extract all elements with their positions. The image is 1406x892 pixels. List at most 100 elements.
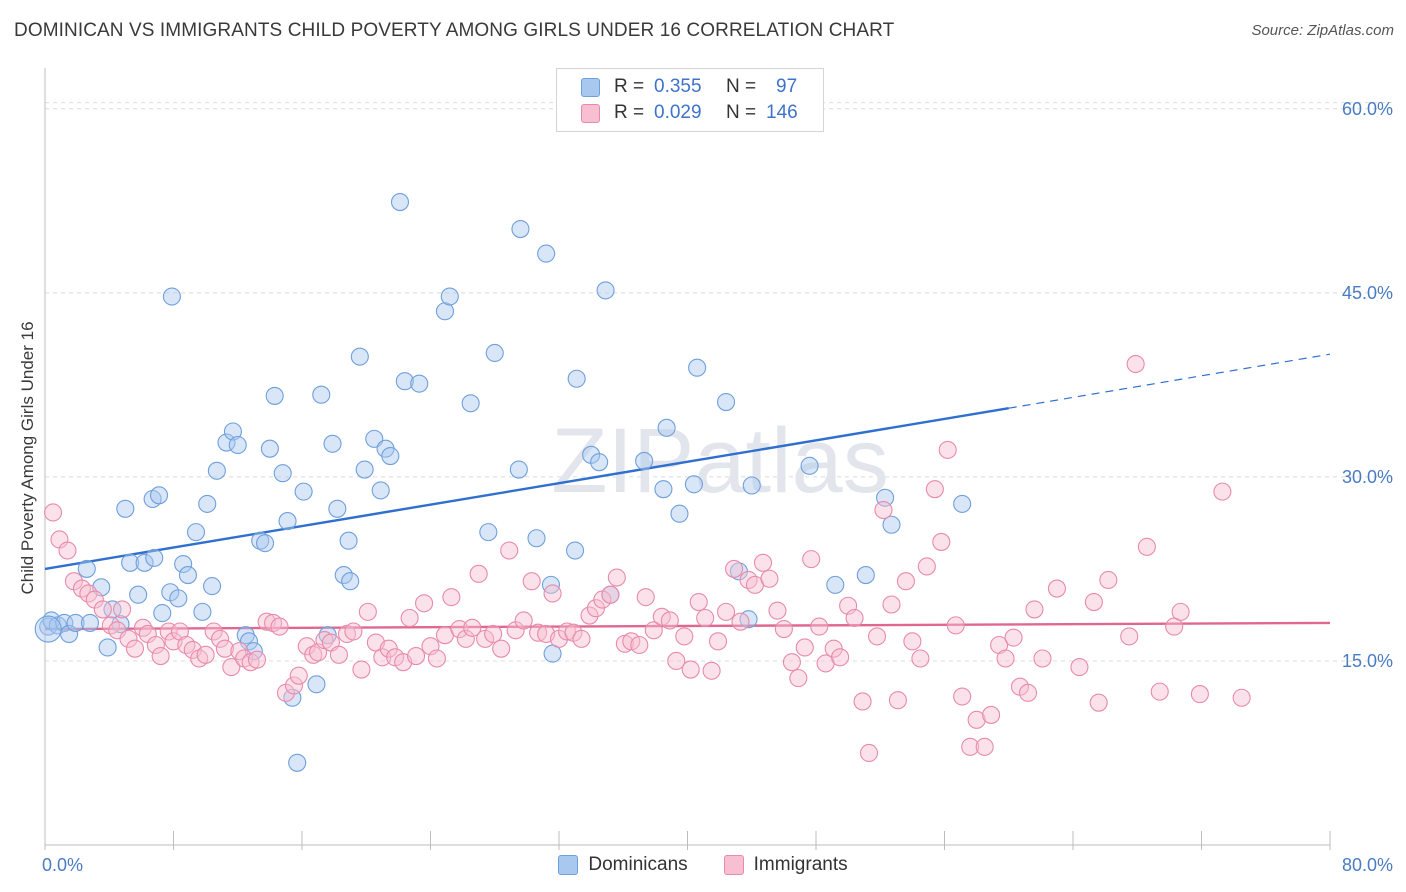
point-immigrants bbox=[932, 532, 951, 551]
point-dominicans bbox=[635, 451, 654, 471]
point-immigrants bbox=[284, 676, 304, 695]
point-dominicans bbox=[162, 287, 181, 306]
point-dominicans bbox=[339, 531, 358, 550]
point-immigrants bbox=[831, 648, 850, 667]
point-immigrants bbox=[967, 710, 986, 729]
point-immigrants bbox=[1150, 682, 1169, 701]
point-immigrants bbox=[708, 632, 728, 651]
point-dominicans bbox=[149, 486, 169, 505]
point-immigrants bbox=[938, 440, 957, 459]
legend-label: Dominicans bbox=[588, 854, 688, 875]
point-immigrants bbox=[456, 629, 475, 648]
point-immigrants bbox=[204, 622, 223, 641]
point-dominicans bbox=[953, 494, 972, 513]
point-immigrants bbox=[975, 737, 994, 756]
point-dominicans bbox=[328, 499, 347, 518]
legend-label: Immigrants bbox=[753, 854, 848, 875]
point-immigrants bbox=[146, 635, 165, 655]
point-immigrants bbox=[58, 541, 77, 560]
point-immigrants bbox=[689, 593, 708, 612]
point-immigrants bbox=[867, 627, 887, 646]
point-immigrants bbox=[484, 624, 503, 644]
n-label: N = bbox=[726, 102, 757, 123]
point-immigrants bbox=[1126, 354, 1145, 374]
point-immigrants bbox=[1089, 693, 1108, 712]
point-immigrants bbox=[1171, 602, 1190, 621]
x-tick-label-max: 80.0% bbox=[1342, 855, 1393, 875]
point-immigrants bbox=[270, 617, 289, 636]
point-immigrants bbox=[1070, 658, 1089, 677]
point-immigrants bbox=[406, 646, 426, 666]
point-dominicans bbox=[742, 476, 761, 495]
r-label: R = bbox=[614, 76, 645, 97]
point-immigrants bbox=[888, 691, 907, 710]
point-dominicans bbox=[800, 456, 819, 475]
point-immigrants bbox=[731, 612, 750, 631]
point-immigrants bbox=[716, 602, 736, 621]
point-immigrants bbox=[725, 559, 744, 578]
point-dominicans bbox=[169, 589, 188, 608]
n-value: 146 bbox=[766, 102, 798, 123]
point-immigrants bbox=[702, 661, 721, 680]
point-immigrants bbox=[543, 584, 562, 603]
point-dominicans bbox=[590, 453, 609, 472]
point-dominicans bbox=[350, 347, 369, 366]
point-immigrants bbox=[795, 638, 814, 657]
point-dominicans bbox=[66, 613, 85, 632]
point-dominicans bbox=[395, 372, 414, 391]
point-dominicans bbox=[80, 613, 100, 632]
point-immigrants bbox=[961, 737, 980, 756]
point-dominicans bbox=[273, 464, 292, 483]
point-immigrants bbox=[760, 569, 779, 588]
point-immigrants bbox=[753, 553, 773, 572]
point-immigrants bbox=[1004, 628, 1023, 647]
r-value: 0.355 bbox=[654, 76, 702, 97]
point-dominicans bbox=[826, 575, 845, 594]
point-immigrants bbox=[427, 649, 446, 668]
legend-swatch-dominicans bbox=[558, 855, 579, 875]
point-dominicans bbox=[312, 385, 331, 404]
point-immigrants bbox=[415, 594, 434, 613]
y-tick-label: 45.0% bbox=[1342, 283, 1393, 303]
point-dominicans bbox=[198, 494, 217, 513]
point-immigrants bbox=[43, 503, 63, 522]
point-immigrants bbox=[882, 595, 901, 614]
point-immigrants bbox=[133, 618, 153, 637]
point-immigrants bbox=[896, 572, 916, 591]
data-points bbox=[34, 193, 1251, 772]
point-dominicans bbox=[856, 566, 875, 585]
point-immigrants bbox=[125, 639, 144, 658]
point-dominicans bbox=[103, 600, 122, 619]
point-immigrants bbox=[1232, 688, 1251, 707]
n-label: N = bbox=[726, 76, 757, 97]
source-label: Source: ZipAtlas.com bbox=[1251, 22, 1394, 39]
point-dominicans bbox=[654, 480, 673, 499]
legend-item-dominicans[interactable]: Dominicans bbox=[558, 854, 688, 876]
point-immigrants bbox=[450, 620, 469, 639]
point-immigrants bbox=[1137, 537, 1156, 556]
point-dominicans bbox=[390, 193, 410, 212]
point-immigrants bbox=[93, 600, 112, 619]
point-immigrants bbox=[667, 651, 686, 671]
point-dominicans bbox=[153, 604, 172, 623]
point-immigrants bbox=[675, 627, 694, 646]
point-dominicans bbox=[260, 439, 279, 458]
legend-item-immigrants[interactable]: Immigrants bbox=[723, 854, 848, 876]
point-immigrants bbox=[982, 705, 1001, 724]
point-dominicans bbox=[98, 638, 117, 657]
point-immigrants bbox=[810, 617, 829, 636]
point-immigrants bbox=[469, 564, 488, 583]
legend-row-dominicans: R = 0.355 N = 97 bbox=[581, 74, 797, 100]
point-dominicans bbox=[278, 512, 297, 531]
point-dominicans bbox=[178, 566, 198, 585]
point-immigrants bbox=[946, 616, 965, 635]
y-tick-label: 15.0% bbox=[1342, 651, 1393, 671]
point-dominicans bbox=[288, 753, 307, 772]
chart-title: DOMINICAN VS IMMIGRANTS CHILD POVERTY AM… bbox=[14, 20, 895, 41]
point-immigrants bbox=[514, 611, 533, 630]
point-dominicans bbox=[596, 281, 615, 300]
point-immigrants bbox=[644, 621, 663, 640]
point-immigrants bbox=[696, 608, 715, 628]
trend-line-immigrants bbox=[44, 621, 1331, 631]
point-dominicans bbox=[251, 531, 270, 550]
